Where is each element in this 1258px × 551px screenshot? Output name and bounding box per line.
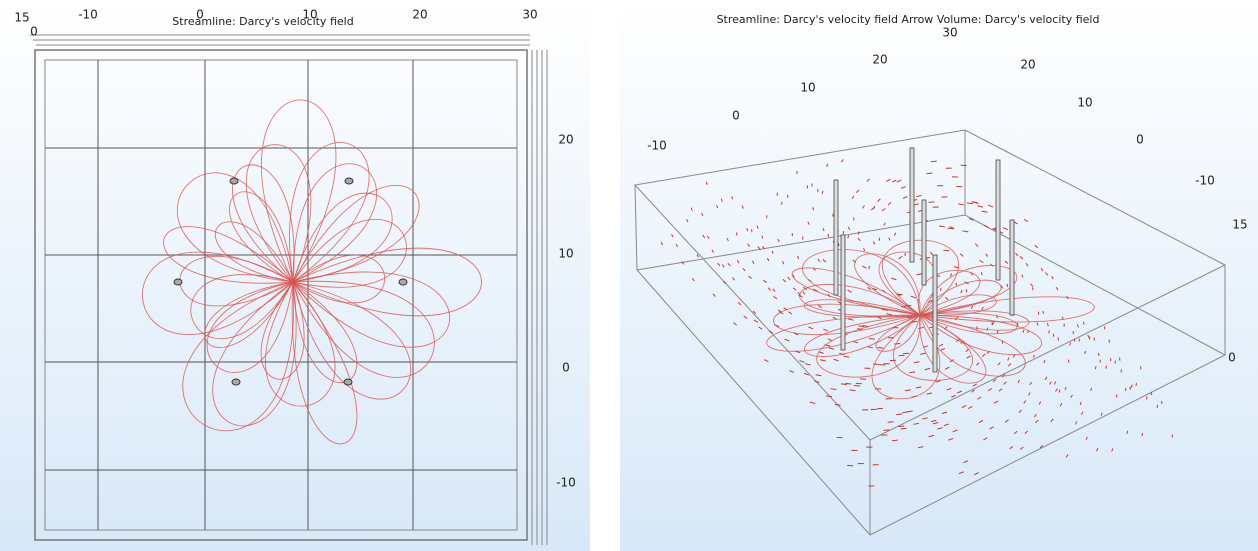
tick-label: 20: [558, 133, 573, 147]
arrow: [841, 384, 847, 385]
tick-label: 0: [196, 8, 204, 22]
tick-label: 0: [1228, 351, 1236, 365]
arrow: [1109, 340, 1110, 343]
arrow: [1142, 433, 1143, 436]
tick-label: 0: [30, 25, 38, 39]
well: [345, 178, 353, 184]
arrow: [941, 288, 942, 291]
tick-label: 10: [558, 247, 573, 261]
arrow: [899, 355, 905, 356]
tick-label: -10: [1195, 174, 1215, 188]
well: [922, 200, 926, 285]
tick-label: 20: [412, 8, 427, 22]
arrow: [1095, 366, 1096, 369]
well: [399, 279, 407, 285]
arrow: [1032, 287, 1033, 290]
well: [841, 235, 845, 350]
arrow: [850, 390, 856, 391]
right-panel: [620, 0, 1258, 551]
arrow: [762, 235, 763, 238]
viewport: Streamline: Darcy's velocity field 15 -1…: [0, 0, 1258, 551]
arrow: [888, 422, 894, 423]
tick-label: 15: [14, 11, 29, 25]
tick-label: -10: [647, 139, 667, 153]
well: [230, 178, 238, 184]
arrow: [1131, 385, 1132, 388]
tick-label: 10: [302, 8, 317, 22]
well: [834, 180, 838, 295]
tick-label: 0: [562, 361, 570, 375]
well: [232, 379, 240, 385]
well: [933, 255, 937, 372]
arrow: [971, 202, 977, 203]
arrow: [883, 430, 889, 431]
arrow: [736, 233, 737, 236]
tick-label: 0: [732, 109, 740, 123]
tick-label: 10: [1077, 96, 1092, 110]
arrow: [822, 191, 823, 194]
tick-label: 10: [800, 81, 815, 95]
arrow: [903, 353, 909, 354]
arrow: [896, 414, 902, 415]
well: [344, 379, 352, 385]
arrow: [931, 161, 937, 162]
tick-label: 20: [1020, 58, 1035, 72]
arrow: [1049, 330, 1050, 333]
tick-label: 30: [522, 8, 537, 22]
arrow: [943, 250, 949, 251]
arrow: [1023, 330, 1024, 333]
plot-title: Streamline: Darcy's velocity field Arrow…: [717, 13, 1100, 26]
tick-label: 15: [1232, 218, 1247, 232]
arrow: [787, 195, 788, 198]
arrow: [845, 383, 851, 384]
arrow: [1083, 322, 1084, 325]
arrow: [1085, 351, 1086, 354]
arrow: [877, 348, 883, 349]
arrow: [1059, 390, 1060, 393]
arrow: [813, 207, 814, 210]
well: [174, 279, 182, 285]
tick-label: -10: [556, 476, 576, 490]
well: [910, 148, 914, 262]
well: [1010, 220, 1014, 315]
arrow: [892, 440, 898, 441]
arrow: [1058, 337, 1059, 340]
well: [996, 160, 1000, 280]
arrow: [1007, 284, 1008, 287]
tick-label: -10: [78, 8, 98, 22]
tick-label: 30: [942, 26, 957, 40]
tick-label: 0: [1136, 133, 1144, 147]
tick-label: 20: [872, 53, 887, 67]
